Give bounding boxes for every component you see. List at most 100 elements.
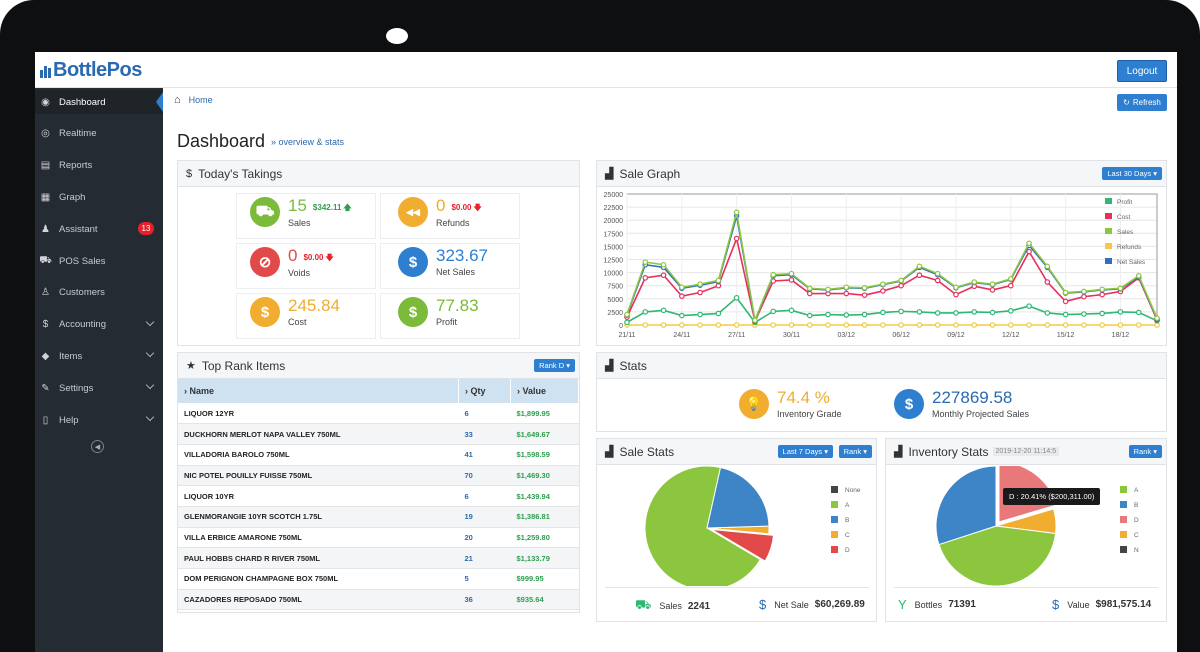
sidebar-item-realtime[interactable]: ◎ Realtime [35, 122, 163, 146]
app-logo[interactable]: BottlePos [40, 59, 142, 84]
table-row[interactable]: VILLADORIA BAROLO 750ML 41 $1,598.59 [178, 444, 579, 466]
legend-label: Sales [1117, 229, 1134, 236]
sidebar-item-pos-sales[interactable]: ⛟ POS Sales [35, 249, 163, 273]
sidebar-item-assistant[interactable]: ♟ Assistant 13 [35, 217, 163, 241]
logout-button[interactable]: Logout [1117, 60, 1167, 82]
item-qty: 6 [458, 485, 511, 507]
sidebar-item-dashboard[interactable]: ◉ Dashboard [35, 90, 163, 114]
sale-rank-dropdown[interactable]: Rank ▾ [838, 445, 872, 458]
sidebar-item-reports[interactable]: ▤ Reports [35, 154, 163, 178]
screen: BottlePos Logout ◀ ◉ Dashboard ◎ Realtime ▤ R… [35, 52, 1177, 652]
data-point [1099, 310, 1105, 317]
sidebar-item-help[interactable]: ▯ Help [35, 408, 163, 432]
table-row[interactable]: PAUL HOBBS CHARD R RIVER 750ML 21 $1,133.7… [178, 547, 579, 569]
table-row[interactable]: CAZADORES REPOSADO 750ML 36 $935.64 [178, 589, 579, 611]
takings-label: Net Sales [436, 267, 476, 277]
legend-label: Refunds [1117, 244, 1142, 251]
data-point [642, 309, 649, 315]
chevron-down-icon [145, 349, 155, 358]
data-point [953, 284, 959, 291]
star-icon: ★ [186, 360, 196, 372]
data-point [733, 235, 740, 242]
table-row[interactable]: GLENMORANGIE 10YR SCOTCH 1.75L 19 $1,386.8… [178, 506, 579, 528]
data-point [843, 312, 850, 318]
takings-profit: $77.83 Profit [398, 297, 479, 327]
table-row[interactable]: DOM PERIGNON CHAMPAGNE BOX 750ML 5 $999.95 [178, 568, 579, 590]
sidebar-item-accounting[interactable]: $ Accounting [35, 313, 163, 337]
sidebar-item-label: Reports [59, 160, 93, 172]
sidebar-item-settings[interactable]: ✎ Settings [35, 376, 163, 400]
data-point [1135, 322, 1142, 328]
legend-swatch [1105, 198, 1112, 204]
home-icon: ⌂ [174, 94, 181, 106]
data-point [752, 317, 758, 324]
inventory-rank-dropdown[interactable]: Rank ▾ [1128, 445, 1162, 458]
takings-delta: $342.11 🡅 [312, 203, 352, 212]
data-point [1026, 248, 1032, 255]
refresh-button[interactable]: ↻ Refresh [1117, 94, 1167, 111]
data-point [989, 287, 996, 293]
data-point [806, 290, 813, 297]
data-point [1044, 322, 1051, 328]
dollar-icon: $ [1052, 597, 1060, 612]
data-point [1026, 240, 1032, 247]
x-tick-label: 09/12 [947, 332, 965, 339]
inventory-stats-panel: ▟ Inventory Stats 2019-12-20 11:14:5 Rank… [885, 438, 1167, 622]
data-point [1081, 288, 1087, 295]
breadcrumb-home-link[interactable]: Home [188, 95, 213, 105]
data-point [843, 322, 850, 328]
item-name: PAUL HOBBS CHARD R RIVER 750ML [178, 547, 459, 569]
sidebar-collapse-icon[interactable]: ◀ [91, 440, 104, 453]
data-point [806, 285, 813, 292]
inventory-pie-chart: A B D C N [935, 466, 1139, 586]
data-point [1135, 272, 1142, 279]
y-tick-label: 0 [619, 323, 623, 330]
column-header-name[interactable]: › Name [178, 379, 459, 403]
sidebar-item-customers[interactable]: ♙ Customers [35, 281, 163, 305]
x-tick-label: 24/11 [673, 332, 690, 339]
data-point [934, 270, 941, 277]
data-point [934, 322, 941, 328]
data-point [806, 312, 813, 319]
data-point [1099, 291, 1105, 298]
data-point [660, 272, 667, 279]
x-tick-label: 03/12 [838, 332, 856, 339]
period-dropdown-button[interactable]: Last 30 Days ▾ [1102, 167, 1162, 180]
column-header-qty[interactable]: › Qty [458, 379, 511, 403]
pie-tooltip: D : 20.41% ($200,311.00) [1003, 488, 1101, 505]
item-name: VILLA ERBICE AMARONE 750ML [178, 527, 459, 549]
sale-period-dropdown[interactable]: Last 7 Days ▾ [777, 445, 833, 458]
table-row[interactable]: DUCKHORN MERLOT NAPA VALLEY 750ML 33 $1,64… [178, 423, 579, 445]
rank-dropdown-button[interactable]: Rank D ▾ [534, 359, 575, 372]
series-line-cost [626, 235, 1158, 324]
item-value: $1,259.80 [510, 527, 579, 549]
y-tick-label: 5000 [607, 297, 623, 304]
top-rank-panel: ★ Top Rank Items Rank D ▾ › Name › Qty › … [177, 352, 580, 613]
item-value: $1,469.30 [510, 465, 579, 487]
legend-label: D [1134, 517, 1139, 524]
data-point [1099, 322, 1105, 328]
data-point [788, 270, 795, 277]
sale-graph-panel: ▟ Sale Graph Last 30 Days ▾ 0 2500 5000 7500… [596, 160, 1167, 346]
legend-label: B [1134, 502, 1138, 509]
sidebar-item-label: Settings [59, 382, 94, 394]
legend-label: D [845, 547, 850, 554]
data-point [660, 322, 667, 328]
takings-card [236, 193, 376, 239]
data-point [843, 290, 850, 297]
data-point [733, 322, 740, 328]
lightbulb-icon: 💡 [739, 389, 769, 419]
data-point [1026, 303, 1032, 309]
table-row[interactable]: VILLA ERBICE AMARONE 750ML 20 $1,259.80 [178, 527, 579, 549]
table-row[interactable]: NIC POTEL POUILLY FUISSE 750ML 70 $1,469.3… [178, 465, 579, 487]
item-name: GLENMORANGIE 10YR SCOTCH 1.75L [178, 506, 459, 528]
column-header-value[interactable]: › Value [510, 379, 579, 403]
data-point [916, 272, 923, 279]
data-point [989, 281, 996, 287]
table-row[interactable]: LIQUOR 10YR 6 $1,439.94 [178, 485, 579, 507]
table-row[interactable]: LIQUOR 12YR 6 $1,899.95 [178, 403, 579, 425]
sidebar-item-items[interactable]: ◆ Items [35, 344, 163, 368]
data-point [770, 322, 777, 328]
data-point [953, 310, 959, 316]
sidebar-item-graph[interactable]: ▦ Graph [35, 185, 163, 209]
